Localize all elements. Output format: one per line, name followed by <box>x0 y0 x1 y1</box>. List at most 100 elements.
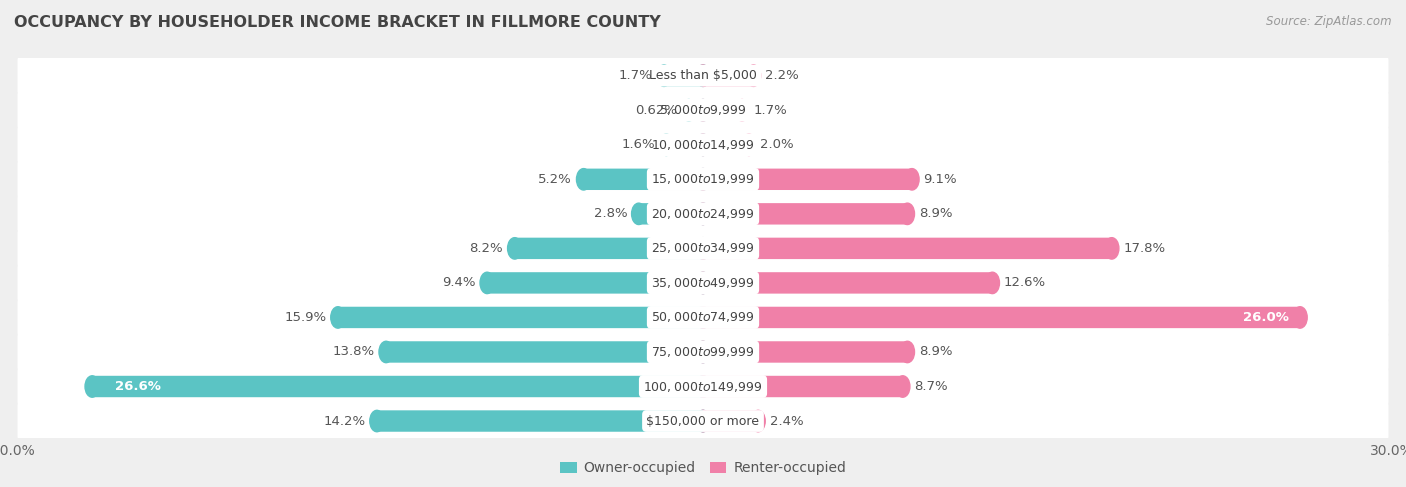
FancyBboxPatch shape <box>17 298 1389 337</box>
Circle shape <box>900 203 914 225</box>
Text: 9.1%: 9.1% <box>924 173 957 186</box>
FancyBboxPatch shape <box>17 194 1389 234</box>
Text: 0.62%: 0.62% <box>636 104 678 117</box>
FancyBboxPatch shape <box>703 272 993 294</box>
Circle shape <box>696 341 710 363</box>
Circle shape <box>696 238 710 259</box>
Legend: Owner-occupied, Renter-occupied: Owner-occupied, Renter-occupied <box>554 456 852 481</box>
Circle shape <box>696 376 710 397</box>
Circle shape <box>905 169 920 190</box>
Text: 2.8%: 2.8% <box>593 207 627 220</box>
Text: 1.7%: 1.7% <box>754 104 787 117</box>
Circle shape <box>696 307 710 328</box>
Text: $75,000 to $99,999: $75,000 to $99,999 <box>651 345 755 359</box>
Circle shape <box>696 203 710 225</box>
FancyBboxPatch shape <box>583 169 703 190</box>
FancyBboxPatch shape <box>17 228 1389 268</box>
Circle shape <box>986 272 1000 294</box>
FancyBboxPatch shape <box>703 238 1112 259</box>
FancyBboxPatch shape <box>17 56 1389 96</box>
FancyBboxPatch shape <box>703 376 903 397</box>
Text: 15.9%: 15.9% <box>284 311 326 324</box>
FancyBboxPatch shape <box>486 272 703 294</box>
FancyBboxPatch shape <box>703 411 758 432</box>
Text: 8.9%: 8.9% <box>920 207 952 220</box>
Text: $5,000 to $9,999: $5,000 to $9,999 <box>659 103 747 117</box>
Text: $100,000 to $149,999: $100,000 to $149,999 <box>644 379 762 393</box>
Circle shape <box>696 238 710 259</box>
FancyBboxPatch shape <box>703 307 1301 328</box>
FancyBboxPatch shape <box>515 238 703 259</box>
FancyBboxPatch shape <box>377 411 703 432</box>
Circle shape <box>696 307 710 328</box>
Text: 13.8%: 13.8% <box>332 345 374 358</box>
FancyBboxPatch shape <box>17 367 1389 407</box>
Text: 8.9%: 8.9% <box>920 345 952 358</box>
FancyBboxPatch shape <box>17 401 1389 441</box>
Circle shape <box>696 169 710 190</box>
FancyBboxPatch shape <box>703 203 907 225</box>
FancyBboxPatch shape <box>703 169 912 190</box>
Circle shape <box>696 411 710 432</box>
Circle shape <box>84 376 100 397</box>
Circle shape <box>747 65 761 86</box>
Circle shape <box>751 411 765 432</box>
Circle shape <box>659 134 673 155</box>
Text: $10,000 to $14,999: $10,000 to $14,999 <box>651 138 755 152</box>
Text: $35,000 to $49,999: $35,000 to $49,999 <box>651 276 755 290</box>
Circle shape <box>696 134 710 155</box>
Circle shape <box>696 99 710 121</box>
FancyBboxPatch shape <box>17 332 1389 372</box>
FancyBboxPatch shape <box>17 263 1389 303</box>
FancyBboxPatch shape <box>703 341 907 363</box>
Text: 2.0%: 2.0% <box>761 138 794 151</box>
Circle shape <box>696 341 710 363</box>
Circle shape <box>508 238 522 259</box>
FancyBboxPatch shape <box>666 134 703 155</box>
FancyBboxPatch shape <box>638 203 703 225</box>
Text: 1.6%: 1.6% <box>621 138 655 151</box>
Circle shape <box>696 272 710 294</box>
FancyBboxPatch shape <box>689 99 703 121</box>
Circle shape <box>1105 238 1119 259</box>
Circle shape <box>696 376 710 397</box>
Circle shape <box>576 169 591 190</box>
Circle shape <box>696 169 710 190</box>
FancyBboxPatch shape <box>93 376 703 397</box>
Circle shape <box>735 99 749 121</box>
Circle shape <box>696 272 710 294</box>
Text: $25,000 to $34,999: $25,000 to $34,999 <box>651 242 755 255</box>
Circle shape <box>696 65 710 86</box>
Text: 26.6%: 26.6% <box>115 380 160 393</box>
Circle shape <box>1294 307 1308 328</box>
Circle shape <box>900 341 914 363</box>
Text: 2.4%: 2.4% <box>769 414 803 428</box>
Circle shape <box>696 99 710 121</box>
Circle shape <box>696 203 710 225</box>
Circle shape <box>631 203 645 225</box>
Text: Source: ZipAtlas.com: Source: ZipAtlas.com <box>1267 15 1392 28</box>
Text: 14.2%: 14.2% <box>323 414 366 428</box>
Circle shape <box>657 65 671 86</box>
Text: 8.7%: 8.7% <box>914 380 948 393</box>
Text: 26.0%: 26.0% <box>1243 311 1289 324</box>
Circle shape <box>380 341 394 363</box>
FancyBboxPatch shape <box>664 65 703 86</box>
FancyBboxPatch shape <box>703 99 742 121</box>
FancyBboxPatch shape <box>17 125 1389 165</box>
Text: $15,000 to $19,999: $15,000 to $19,999 <box>651 172 755 187</box>
Circle shape <box>370 411 384 432</box>
Circle shape <box>742 134 756 155</box>
FancyBboxPatch shape <box>703 134 749 155</box>
Text: 2.2%: 2.2% <box>765 69 799 82</box>
FancyBboxPatch shape <box>17 159 1389 199</box>
Circle shape <box>682 99 696 121</box>
Circle shape <box>479 272 495 294</box>
Circle shape <box>696 134 710 155</box>
Circle shape <box>330 307 344 328</box>
FancyBboxPatch shape <box>703 65 754 86</box>
Text: $150,000 or more: $150,000 or more <box>647 414 759 428</box>
Text: 17.8%: 17.8% <box>1123 242 1166 255</box>
Text: 5.2%: 5.2% <box>538 173 572 186</box>
Circle shape <box>696 65 710 86</box>
